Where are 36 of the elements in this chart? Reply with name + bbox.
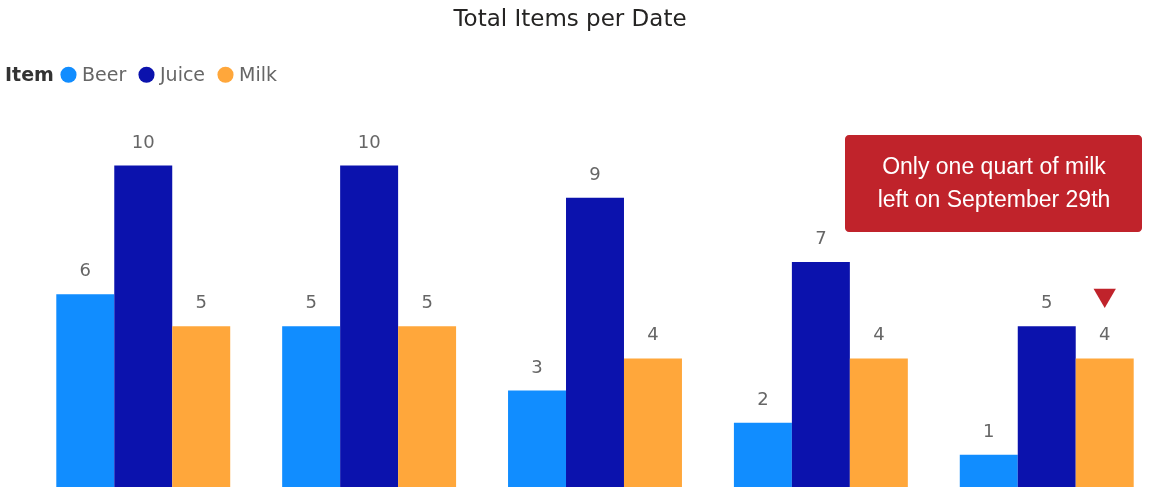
data-label: 9 [589,162,601,184]
data-label: 5 [421,291,433,313]
bar [849,358,908,487]
legend-label: Beer [82,62,127,85]
data-label: 4 [647,323,659,345]
bar [1075,358,1134,487]
data-label: 10 [131,130,155,152]
data-label: 10 [357,130,381,152]
data-label: 5 [195,291,207,313]
data-label: 5 [305,291,317,313]
legend-title: Item [5,63,54,85]
bar [1017,326,1076,487]
annotation: Only one quart of milk left on September 29th [877,153,1111,212]
bar [733,422,792,487]
data-label: 1 [983,419,995,441]
bar [340,165,399,487]
bar [398,326,457,487]
data-label: 4 [1098,323,1111,345]
data-label: 3 [531,355,543,377]
bar [566,197,624,487]
data-label: 2 [757,387,769,409]
data-label: 6 [79,259,92,281]
bar [623,358,682,487]
bar [508,390,567,487]
bar [56,294,115,487]
data-label: 7 [815,227,827,248]
legend-label: Juice [159,62,206,85]
bar [282,326,341,487]
chart-title: Total Items per Date [452,5,687,31]
bar [791,262,850,487]
bar [114,165,173,487]
data-label: 4 [873,323,885,345]
data-label: 5 [1041,291,1053,313]
bar [172,326,231,487]
legend-label: Milk [239,62,277,85]
bar [959,454,1018,487]
